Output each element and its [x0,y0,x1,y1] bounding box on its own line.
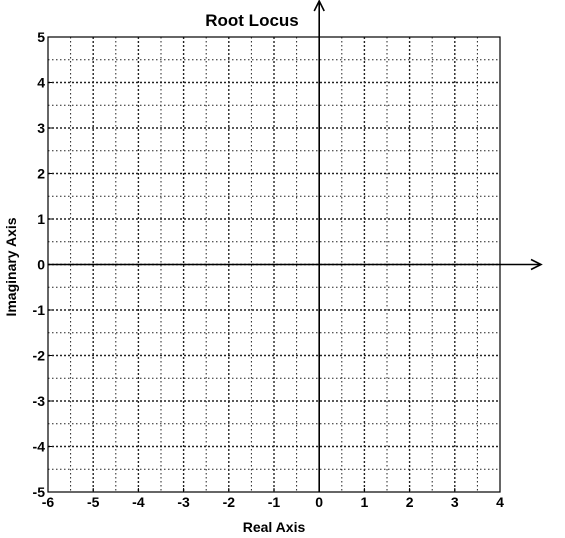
y-tick-label: 0 [37,257,45,273]
y-tick-label: 4 [37,75,45,91]
x-tick-label: -5 [87,494,100,510]
y-tick-label: -2 [33,348,46,364]
x-tick-label: -2 [223,494,236,510]
x-tick-label: 2 [406,494,414,510]
y-tick-label: -5 [33,484,46,500]
y-tick-label: 1 [37,211,45,227]
real-axis-arrow-icon [530,258,543,271]
y-tick-label: 2 [37,166,45,182]
x-tick-label: -6 [42,494,55,510]
y-tick-label: 5 [37,29,45,45]
y-axis-label: Imaginary Axis [3,217,19,316]
axes [48,0,543,492]
y-tick-label: -4 [33,439,46,455]
x-axis-label: Real Axis [243,519,306,535]
x-tick-label: -4 [132,494,145,510]
x-tick-label: -1 [268,494,281,510]
minor-grid [48,37,500,492]
x-tick-label: -3 [177,494,190,510]
x-tick-label: 0 [315,494,323,510]
y-tick-labels: 5 4 3 2 1 0 -1 -2 -3 -4 -5 [33,29,52,500]
y-tick-label: -1 [33,302,46,318]
x-tick-label: 4 [496,494,504,510]
imaginary-axis-arrow-icon [313,0,325,12]
chart-title: Root Locus [205,11,299,30]
x-tick-labels: -6 -5 -4 -3 -2 -1 0 1 2 3 4 [42,488,504,510]
y-tick-label: 3 [37,120,45,136]
y-tick-label: -3 [33,393,46,409]
x-tick-label: 3 [451,494,459,510]
x-tick-label: 1 [361,494,369,510]
